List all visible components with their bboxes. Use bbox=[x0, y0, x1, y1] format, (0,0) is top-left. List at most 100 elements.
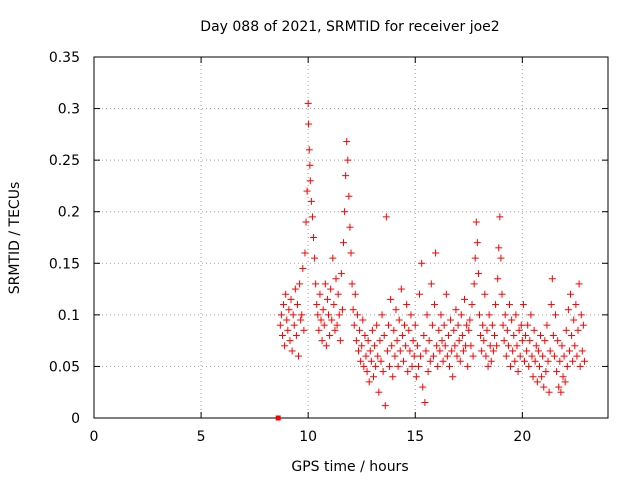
data-point bbox=[374, 352, 382, 360]
data-point bbox=[451, 342, 459, 350]
data-point bbox=[428, 321, 436, 329]
x-tick-label: 5 bbox=[197, 429, 206, 445]
data-point bbox=[392, 306, 400, 314]
data-point bbox=[561, 378, 569, 386]
x-tick-label: 20 bbox=[513, 429, 531, 445]
data-point bbox=[303, 187, 311, 195]
chart-title: Day 088 of 2021, SRMTID for receiver joe… bbox=[200, 19, 499, 35]
data-point bbox=[296, 280, 304, 288]
data-point bbox=[384, 321, 392, 329]
data-point bbox=[300, 326, 308, 334]
data-point bbox=[473, 239, 481, 247]
data-point bbox=[452, 306, 460, 314]
data-point bbox=[335, 311, 343, 319]
data-point bbox=[395, 316, 403, 324]
data-point bbox=[487, 357, 495, 365]
data-point bbox=[465, 326, 473, 334]
x-tick-label: 10 bbox=[299, 429, 317, 445]
data-point bbox=[527, 311, 535, 319]
data-point bbox=[380, 331, 388, 339]
data-point bbox=[457, 311, 465, 319]
data-point bbox=[532, 342, 540, 350]
data-point bbox=[455, 337, 463, 345]
data-point bbox=[520, 357, 528, 365]
data-point bbox=[283, 316, 291, 324]
data-point bbox=[371, 342, 379, 350]
data-point bbox=[277, 311, 285, 319]
data-point bbox=[480, 337, 488, 345]
data-point bbox=[523, 347, 531, 355]
data-point bbox=[350, 321, 358, 329]
data-point bbox=[570, 316, 578, 324]
data-point bbox=[539, 352, 547, 360]
data-point bbox=[376, 337, 384, 345]
data-point bbox=[414, 362, 422, 370]
data-point bbox=[422, 347, 430, 355]
data-point bbox=[409, 337, 417, 345]
data-point bbox=[541, 337, 549, 345]
data-point bbox=[477, 331, 485, 339]
data-point bbox=[479, 321, 487, 329]
y-tick-label: 0.05 bbox=[49, 359, 80, 375]
data-point bbox=[361, 331, 369, 339]
data-point bbox=[542, 368, 550, 376]
data-point bbox=[526, 337, 534, 345]
data-point bbox=[375, 388, 383, 396]
data-point bbox=[446, 362, 454, 370]
data-point bbox=[317, 316, 325, 324]
data-point bbox=[285, 306, 293, 314]
data-point bbox=[314, 311, 322, 319]
data-point bbox=[578, 347, 586, 355]
data-point bbox=[328, 316, 336, 324]
data-point bbox=[512, 311, 520, 319]
data-point bbox=[470, 280, 478, 288]
data-point bbox=[386, 362, 394, 370]
data-point bbox=[495, 244, 503, 252]
data-point bbox=[331, 326, 339, 334]
data-point bbox=[341, 208, 349, 216]
data-point bbox=[441, 342, 449, 350]
data-point bbox=[555, 383, 563, 391]
data-point bbox=[306, 177, 314, 185]
data-point bbox=[571, 342, 579, 350]
y-tick-label: 0.35 bbox=[49, 50, 80, 66]
data-point bbox=[381, 402, 389, 410]
data-point bbox=[356, 326, 364, 334]
data-point bbox=[556, 357, 564, 365]
data-point bbox=[342, 172, 350, 180]
data-point bbox=[510, 331, 518, 339]
data-point bbox=[308, 213, 316, 221]
data-point bbox=[325, 311, 333, 319]
data-point bbox=[382, 213, 390, 221]
data-point bbox=[401, 321, 409, 329]
data-point bbox=[434, 362, 442, 370]
data-point bbox=[319, 306, 327, 314]
data-point bbox=[344, 156, 352, 164]
data-point bbox=[362, 352, 370, 360]
data-point bbox=[327, 285, 335, 293]
grid-lines bbox=[94, 57, 608, 418]
data-point bbox=[313, 301, 321, 309]
data-point bbox=[534, 347, 542, 355]
axis-ticks: 0 5 10 15 20 0 0.05 0.1 0.15 0.2 0.25 0.3 0.35 bbox=[49, 50, 608, 445]
data-point bbox=[459, 347, 467, 355]
data-point bbox=[426, 357, 434, 365]
data-point bbox=[429, 352, 437, 360]
data-point bbox=[524, 321, 532, 329]
data-point bbox=[411, 321, 419, 329]
data-point bbox=[490, 331, 498, 339]
data-point bbox=[286, 337, 294, 345]
data-point bbox=[498, 290, 506, 298]
data-point bbox=[454, 321, 462, 329]
data-point bbox=[518, 337, 526, 345]
data-point bbox=[458, 331, 466, 339]
data-point bbox=[476, 311, 483, 319]
data-point bbox=[413, 342, 421, 350]
data-point bbox=[499, 321, 507, 329]
data-point bbox=[466, 316, 474, 324]
data-point bbox=[323, 295, 331, 303]
data-point bbox=[396, 347, 404, 355]
data-point bbox=[281, 342, 289, 350]
data-point bbox=[481, 290, 489, 298]
data-point bbox=[292, 331, 300, 339]
